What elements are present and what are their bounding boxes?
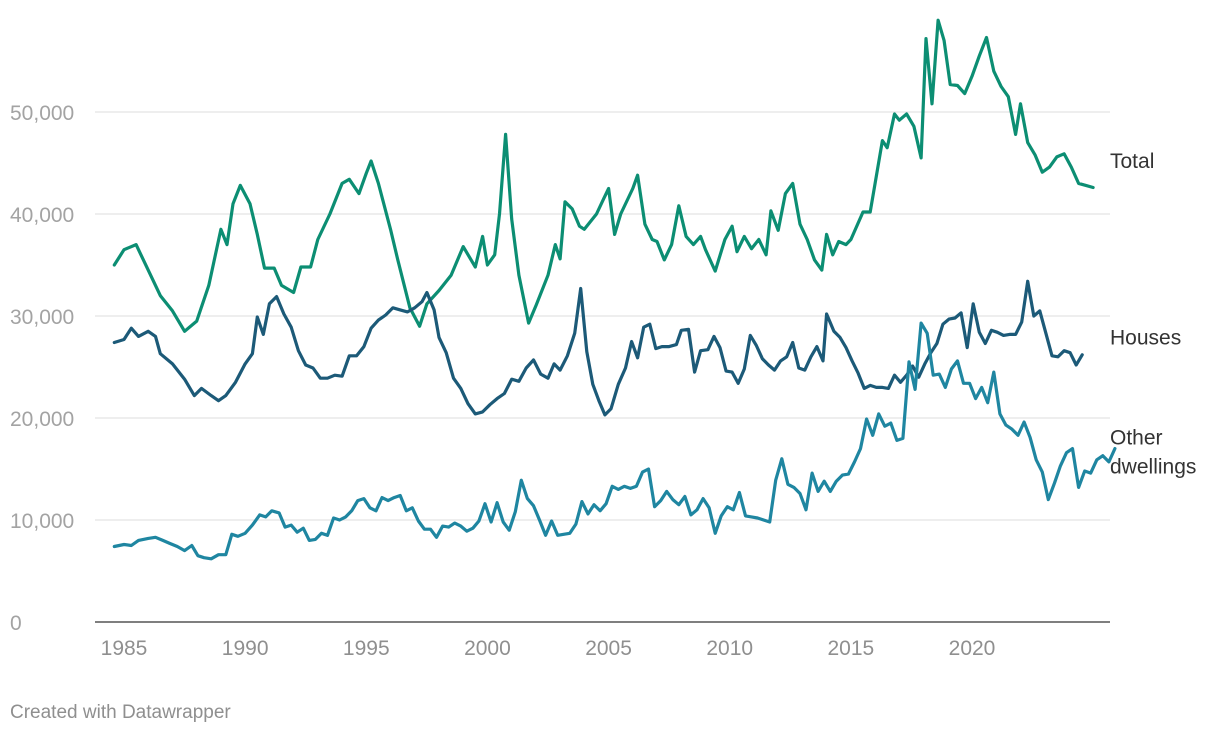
series-label-other-dwellings: dwellings: [1110, 456, 1196, 479]
x-tick-label: 2015: [827, 637, 874, 660]
y-tick-labels: 0 10,000 20,000 30,000 40,000 50,000: [10, 102, 74, 635]
x-tick-labels: 1985 1990 1995 2000 2005 2010 2015 2020: [101, 637, 996, 660]
series-line-other-dwellings: [112, 321, 1117, 561]
x-tick-label: 1995: [343, 637, 390, 660]
series-label-total: Total: [1110, 150, 1154, 173]
series-label-other-dwellings: Other: [1110, 427, 1163, 450]
y-tick-label: 40,000: [10, 204, 74, 227]
y-tick-label: 50,000: [10, 102, 74, 125]
y-tick-label: 20,000: [10, 408, 74, 431]
x-tick-label: 2010: [706, 637, 753, 660]
series-labels: Total Houses Other dwellings: [1110, 150, 1196, 479]
x-tick-label: 2020: [949, 637, 996, 660]
y-tick-label: 10,000: [10, 510, 74, 533]
x-tick-label: 2005: [585, 637, 632, 660]
series-line-total: [112, 18, 1095, 333]
y-gridlines: [95, 111, 1110, 623]
x-tick-label: 2000: [464, 637, 511, 660]
series-label-houses: Houses: [1110, 326, 1181, 349]
y-tick-label: 30,000: [10, 306, 74, 329]
x-tick-label: 1985: [101, 637, 148, 660]
series-lines: [112, 18, 1117, 561]
x-tick-label: 1990: [222, 637, 269, 660]
y-tick-label: 0: [10, 612, 22, 635]
datawrapper-credit: Created with Datawrapper: [10, 702, 231, 723]
series-line-houses: [112, 279, 1084, 417]
